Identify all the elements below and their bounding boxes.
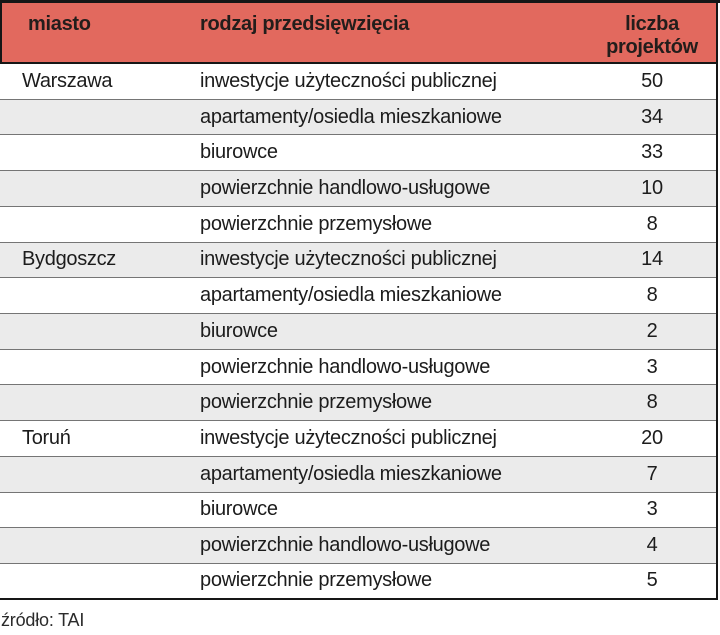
project-count-cell: 10 (641, 177, 663, 200)
project-count-cell: 8 (646, 212, 658, 235)
project-count-cell: 4 (646, 534, 658, 557)
project-type-cell: powierzchnie przemysłowe (200, 212, 432, 235)
table-row: powierzchnie przemysłowe 8 (0, 206, 716, 243)
project-type-cell: powierzchnie handlowo-usługowe (200, 177, 491, 200)
project-count-cell: 5 (646, 569, 658, 592)
table-header-row: miasto rodzaj przedsięwzięcia liczba pro… (0, 3, 716, 64)
project-count-cell: 3 (646, 355, 658, 378)
table-row: apartamenty/osiedla mieszkaniowe 8 (0, 278, 716, 315)
project-type-cell: powierzchnie handlowo-usługowe (200, 534, 491, 557)
table-row: Warszawa inwestycje użyteczności publicz… (0, 64, 716, 100)
table-row: biurowce 3 (0, 492, 716, 529)
column-header-project-type: rodzaj przedsięwzięcia (200, 13, 410, 35)
table-row: apartamenty/osiedla mieszkaniowe 7 (0, 456, 716, 493)
project-count-cell: 14 (641, 248, 663, 271)
table-top-border (0, 0, 720, 3)
project-type-cell: apartamenty/osiedla mieszkaniowe (200, 284, 502, 307)
project-count-cell: 20 (641, 427, 663, 450)
project-type-cell: powierzchnie handlowo-usługowe (200, 355, 491, 378)
project-count-cell: 3 (646, 498, 658, 521)
column-header-project-count: liczba projektów (606, 13, 698, 58)
source-note: źródło: TAI (1, 609, 85, 630)
table-row: powierzchnie przemysłowe 8 (0, 385, 716, 422)
project-type-cell: biurowce (200, 141, 278, 164)
city-cell: Toruń (22, 427, 71, 450)
project-count-cell: 50 (641, 69, 663, 92)
table-row: powierzchnie handlowo-usługowe 3 (0, 349, 716, 386)
table-row: biurowce 2 (0, 314, 716, 350)
table-row: powierzchnie przemysłowe 5 (0, 564, 716, 600)
table-row: Bydgoszcz inwestycje użyteczności public… (0, 242, 716, 279)
project-type-cell: biurowce (200, 498, 278, 521)
table-row: Toruń inwestycje użyteczności publicznej… (0, 421, 716, 457)
projects-table: miasto rodzaj przedsięwzięcia liczba pro… (0, 3, 718, 600)
project-type-cell: powierzchnie przemysłowe (200, 391, 432, 414)
project-type-cell: inwestycje użyteczności publicznej (200, 248, 497, 271)
project-type-cell: inwestycje użyteczności publicznej (200, 69, 497, 92)
project-count-cell: 8 (646, 391, 658, 414)
project-type-cell: apartamenty/osiedla mieszkaniowe (200, 105, 502, 128)
project-type-cell: apartamenty/osiedla mieszkaniowe (200, 462, 502, 485)
table-row: biurowce 33 (0, 135, 716, 172)
project-type-cell: biurowce (200, 319, 278, 342)
column-header-city: miasto (28, 13, 91, 35)
city-cell: Warszawa (22, 69, 113, 92)
table-row: powierzchnie handlowo-usługowe 10 (0, 171, 716, 207)
table-row: powierzchnie handlowo-usługowe 4 (0, 528, 716, 565)
project-count-cell: 8 (646, 284, 658, 307)
project-count-cell: 7 (646, 462, 658, 485)
project-count-cell: 34 (641, 105, 663, 128)
table-body: Warszawa inwestycje użyteczności publicz… (0, 64, 716, 600)
project-type-cell: powierzchnie przemysłowe (200, 569, 432, 592)
table-row: apartamenty/osiedla mieszkaniowe 34 (0, 99, 716, 136)
project-count-cell: 2 (646, 319, 658, 342)
project-count-cell: 33 (641, 141, 663, 164)
project-type-cell: inwestycje użyteczności publicznej (200, 427, 497, 450)
city-cell: Bydgoszcz (22, 248, 117, 271)
